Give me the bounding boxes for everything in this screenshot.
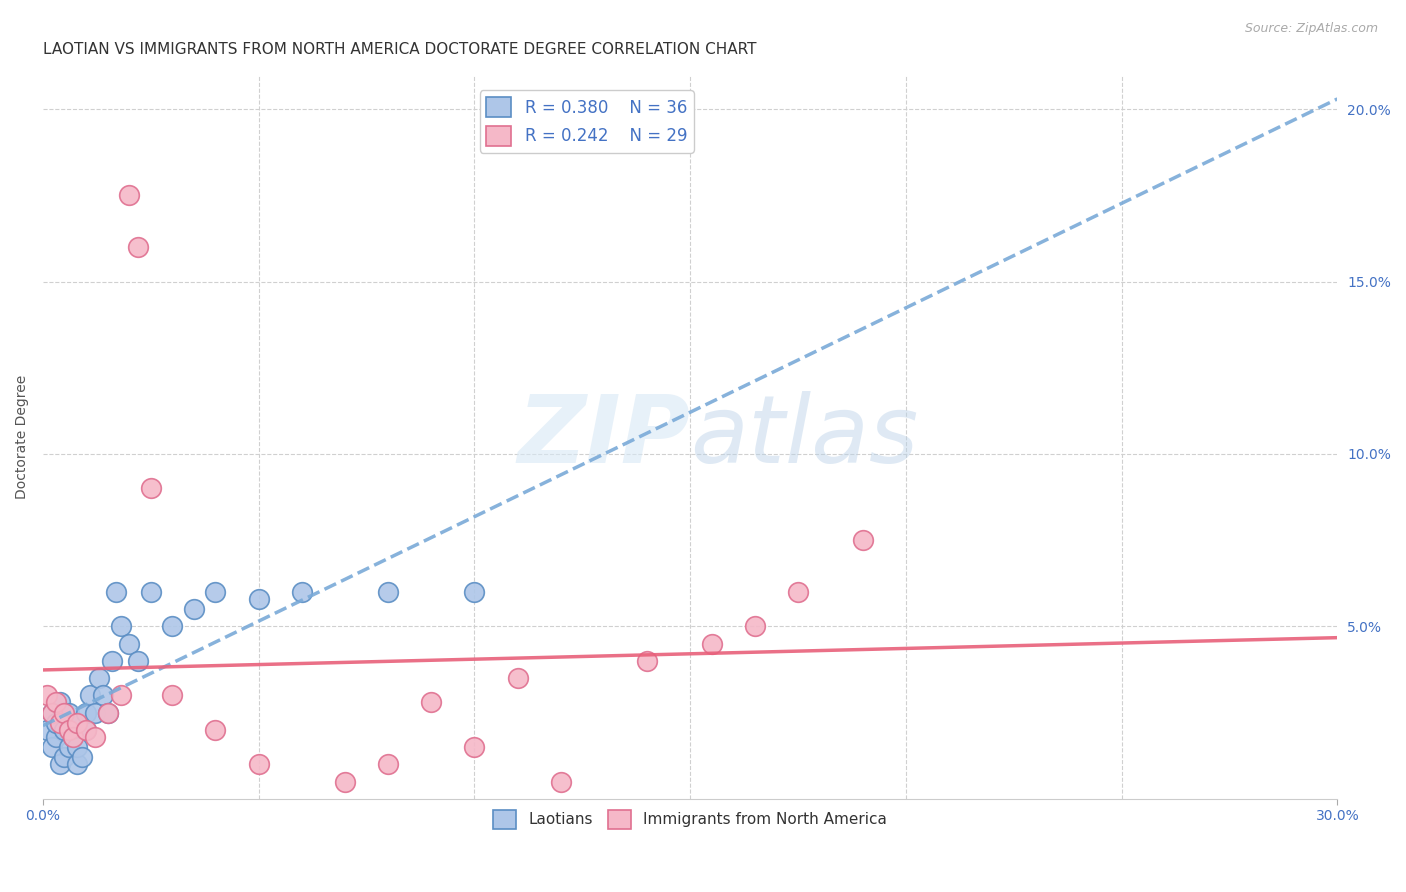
- Point: [66, 715, 89, 730]
- Point: [247, 757, 270, 772]
- Point: [127, 654, 149, 668]
- Point: [377, 757, 399, 772]
- Point: [204, 723, 226, 737]
- Point: [101, 654, 124, 668]
- Point: [204, 585, 226, 599]
- Point: [75, 723, 97, 737]
- Point: [66, 740, 89, 755]
- Point: [91, 689, 114, 703]
- Point: [45, 730, 67, 744]
- Point: [636, 654, 658, 668]
- Text: atlas: atlas: [690, 392, 918, 483]
- Point: [66, 757, 89, 772]
- Point: [97, 706, 120, 720]
- Point: [550, 774, 572, 789]
- Point: [49, 715, 72, 730]
- Point: [49, 695, 72, 709]
- Point: [58, 740, 80, 755]
- Point: [49, 757, 72, 772]
- Point: [58, 723, 80, 737]
- Point: [70, 750, 93, 764]
- Point: [37, 689, 59, 703]
- Point: [162, 619, 184, 633]
- Point: [62, 715, 84, 730]
- Point: [118, 188, 141, 202]
- Point: [75, 723, 97, 737]
- Text: Source: ZipAtlas.com: Source: ZipAtlas.com: [1244, 22, 1378, 36]
- Point: [139, 482, 162, 496]
- Point: [333, 774, 356, 789]
- Point: [127, 240, 149, 254]
- Point: [62, 730, 84, 744]
- Point: [83, 730, 105, 744]
- Point: [75, 706, 97, 720]
- Point: [45, 695, 67, 709]
- Point: [45, 715, 67, 730]
- Point: [463, 740, 485, 755]
- Point: [110, 619, 132, 633]
- Point: [41, 706, 63, 720]
- Point: [787, 585, 810, 599]
- Point: [83, 706, 105, 720]
- Point: [139, 585, 162, 599]
- Point: [58, 706, 80, 720]
- Point: [53, 750, 76, 764]
- Point: [118, 637, 141, 651]
- Legend: Laotians, Immigrants from North America: Laotians, Immigrants from North America: [486, 804, 893, 835]
- Point: [79, 689, 101, 703]
- Point: [183, 602, 205, 616]
- Point: [105, 585, 128, 599]
- Point: [110, 689, 132, 703]
- Text: ZIP: ZIP: [517, 391, 690, 483]
- Point: [247, 591, 270, 606]
- Point: [506, 671, 529, 685]
- Point: [53, 706, 76, 720]
- Point: [62, 730, 84, 744]
- Point: [852, 533, 875, 548]
- Point: [463, 585, 485, 599]
- Y-axis label: Doctorate Degree: Doctorate Degree: [15, 375, 30, 499]
- Point: [37, 723, 59, 737]
- Point: [744, 619, 766, 633]
- Point: [97, 706, 120, 720]
- Point: [700, 637, 723, 651]
- Point: [87, 671, 110, 685]
- Point: [162, 689, 184, 703]
- Point: [420, 695, 443, 709]
- Point: [377, 585, 399, 599]
- Point: [291, 585, 314, 599]
- Point: [53, 723, 76, 737]
- Text: LAOTIAN VS IMMIGRANTS FROM NORTH AMERICA DOCTORATE DEGREE CORRELATION CHART: LAOTIAN VS IMMIGRANTS FROM NORTH AMERICA…: [44, 42, 756, 57]
- Point: [41, 706, 63, 720]
- Point: [41, 740, 63, 755]
